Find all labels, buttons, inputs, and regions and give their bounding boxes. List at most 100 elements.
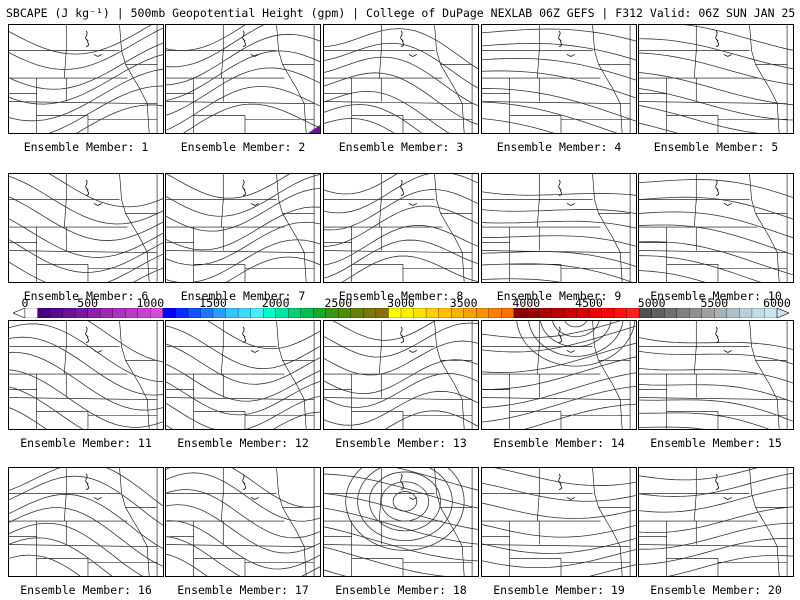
ensemble-member-map bbox=[8, 24, 164, 134]
member-map-svg bbox=[482, 174, 636, 282]
colorbar-swatch bbox=[613, 308, 628, 318]
ensemble-member-label: Ensemble Member: 16 bbox=[20, 583, 152, 597]
ensemble-member-label: Ensemble Member: 12 bbox=[177, 436, 309, 450]
ensemble-member-label: Ensemble Member: 4 bbox=[496, 140, 622, 154]
colorbar-swatch bbox=[112, 308, 126, 318]
ensemble-member-map bbox=[8, 320, 164, 430]
height-contours bbox=[324, 174, 478, 282]
ensemble-member-map bbox=[638, 24, 794, 134]
colorbar-tick-label: 1500 bbox=[199, 296, 227, 310]
ensemble-member-label: Ensemble Member: 15 bbox=[650, 436, 782, 450]
ensemble-member-map bbox=[481, 320, 637, 430]
colorbar-swatch bbox=[425, 308, 440, 318]
state-boundaries bbox=[482, 468, 631, 576]
colorbar-swatch bbox=[288, 308, 302, 318]
height-contours bbox=[639, 25, 793, 133]
ensemble-member-label: Ensemble Member: 1 bbox=[23, 140, 149, 154]
ensemble-member-map bbox=[481, 24, 637, 134]
height-contours bbox=[482, 468, 636, 576]
member-map-svg bbox=[324, 174, 478, 282]
height-contours bbox=[9, 25, 163, 133]
state-boundaries bbox=[324, 174, 473, 282]
colorbar-swatch bbox=[363, 308, 377, 318]
member-map-svg bbox=[9, 321, 163, 429]
height-contours bbox=[9, 468, 163, 576]
colorbar-swatch bbox=[49, 308, 64, 318]
member-map-svg bbox=[324, 25, 478, 133]
member-map-svg bbox=[166, 321, 320, 429]
ensemble-member-label: Ensemble Member: 8 bbox=[338, 289, 464, 303]
state-boundaries bbox=[482, 25, 631, 133]
colorbar-swatch bbox=[739, 308, 753, 318]
colorbar-swatch bbox=[300, 308, 314, 318]
state-boundaries bbox=[9, 468, 158, 576]
member-map-svg bbox=[639, 25, 793, 133]
colorbar-swatch bbox=[237, 308, 252, 318]
height-contours bbox=[482, 28, 636, 133]
member-map-svg bbox=[324, 321, 478, 429]
ensemble-member-label: Ensemble Member: 17 bbox=[177, 583, 309, 597]
height-contours bbox=[166, 468, 320, 576]
ensemble-member-map bbox=[165, 467, 321, 577]
ensemble-member-map bbox=[165, 320, 321, 430]
colorbar-tick-label: 5000 bbox=[637, 296, 666, 310]
height-contours bbox=[482, 191, 636, 282]
colorbar-tick-label: 4000 bbox=[512, 296, 541, 310]
height-contours bbox=[9, 321, 163, 429]
colorbar-tick-label: 500 bbox=[77, 296, 99, 310]
member-map-svg bbox=[639, 321, 793, 429]
member-map-svg bbox=[9, 25, 163, 133]
colorbar-swatch bbox=[37, 308, 51, 318]
height-contours bbox=[166, 174, 320, 282]
colorbar-tick-label: 3500 bbox=[449, 296, 478, 310]
colorbar-swatch bbox=[601, 308, 615, 318]
colorbar-tick-label: 5500 bbox=[700, 296, 729, 310]
state-boundaries bbox=[166, 468, 315, 576]
colorbar-max-arrow bbox=[776, 308, 789, 318]
ensemble-member-label: Ensemble Member: 9 bbox=[496, 289, 622, 303]
member-map-svg bbox=[324, 468, 478, 576]
cape-colorbar bbox=[13, 308, 789, 318]
colorbar-swatch bbox=[664, 308, 678, 318]
ensemble-member-map bbox=[323, 320, 479, 430]
colorbar-tick-label: 6000 bbox=[763, 296, 791, 310]
state-boundaries bbox=[166, 174, 315, 282]
ensemble-member-map bbox=[481, 467, 637, 577]
ensemble-member-label: Ensemble Member: 10 bbox=[650, 289, 782, 303]
ensemble-member-map bbox=[638, 320, 794, 430]
member-map-svg bbox=[482, 321, 636, 429]
colorbar-swatch bbox=[413, 308, 427, 318]
height-contours bbox=[639, 468, 793, 576]
ensemble-member-label: Ensemble Member: 13 bbox=[335, 436, 467, 450]
colorbar-swatch bbox=[100, 308, 114, 318]
state-boundaries bbox=[9, 174, 158, 282]
colorbar-swatch bbox=[551, 308, 565, 318]
state-boundaries bbox=[166, 321, 315, 429]
ensemble-member-label: Ensemble Member: 20 bbox=[650, 583, 782, 597]
ensemble-member-label: Ensemble Member: 19 bbox=[493, 583, 625, 597]
colorbar-tick-label: 4500 bbox=[575, 296, 603, 310]
height-contours bbox=[324, 468, 478, 576]
ensemble-member-label: Ensemble Member: 18 bbox=[335, 583, 467, 597]
colorbar-tick-label: 1000 bbox=[136, 296, 165, 310]
height-contours bbox=[166, 25, 320, 133]
colorbar-swatch bbox=[538, 308, 552, 318]
member-map-svg bbox=[639, 174, 793, 282]
member-map-svg bbox=[9, 468, 163, 576]
member-map-svg bbox=[166, 25, 320, 133]
ensemble-member-map bbox=[323, 467, 479, 577]
state-boundaries bbox=[639, 468, 788, 576]
ensemble-member-map bbox=[323, 173, 479, 283]
colorbar-swatch bbox=[676, 308, 690, 318]
colorbar-swatch bbox=[225, 308, 239, 318]
state-boundaries bbox=[482, 321, 631, 429]
ensemble-member-label: Ensemble Member: 3 bbox=[338, 140, 464, 154]
ensemble-member-map bbox=[165, 173, 321, 283]
state-boundaries bbox=[166, 25, 315, 133]
ensemble-member-label: Ensemble Member: 5 bbox=[653, 140, 779, 154]
colorbar-tick-label: 2000 bbox=[261, 296, 290, 310]
ensemble-member-label: Ensemble Member: 2 bbox=[180, 140, 306, 154]
ensemble-member-map bbox=[323, 24, 479, 134]
colorbar-swatch bbox=[726, 308, 740, 318]
member-map-svg bbox=[482, 25, 636, 133]
